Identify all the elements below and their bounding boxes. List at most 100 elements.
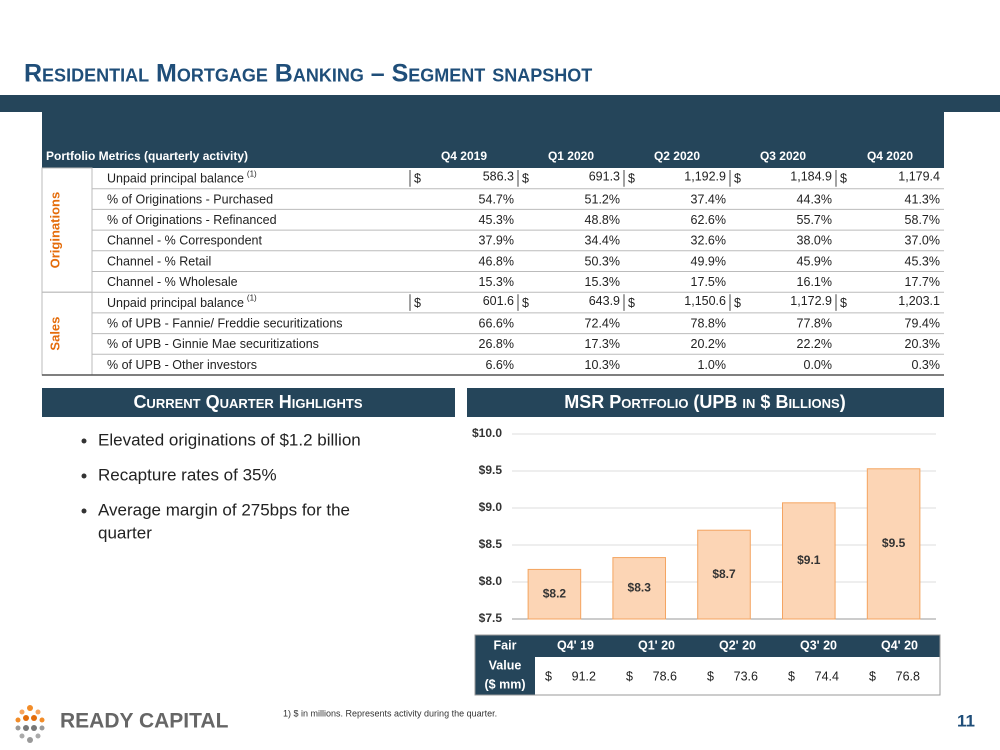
- fv-value: 91.2: [572, 669, 596, 683]
- cell-value: 26.8%: [479, 337, 514, 351]
- cell-value: 22.2%: [797, 337, 832, 351]
- cell-value: 643.9: [589, 294, 620, 308]
- row-note: (1): [247, 294, 257, 303]
- fv-value: 74.4: [815, 669, 839, 683]
- bar: [782, 502, 836, 620]
- cell-value: 0.3%: [912, 358, 941, 372]
- row-label: Channel - % Retail: [107, 254, 211, 268]
- chart-title: MSR Portfolio (UPB in $ Billions): [564, 392, 845, 412]
- chart-header: [467, 388, 944, 417]
- fv-value: 78.6: [653, 669, 677, 683]
- row-label: Unpaid principal balance: [107, 172, 244, 186]
- cell-value: 691.3: [589, 170, 620, 184]
- x-tick-label: Q4' 19: [557, 638, 594, 652]
- cell-value: 44.3%: [797, 192, 832, 206]
- cell-value: 45.9%: [797, 254, 832, 268]
- cell-value: 37.0%: [905, 234, 940, 248]
- row-label: Channel - % Correspondent: [107, 234, 262, 248]
- y-tick-label: $9.0: [479, 500, 503, 514]
- highlights-header: [42, 388, 455, 417]
- cell-value: 34.4%: [585, 234, 620, 248]
- cell-value: 62.6%: [691, 213, 726, 227]
- cell-value: 78.8%: [691, 317, 726, 331]
- cell-value: 1,150.6: [684, 294, 726, 308]
- table-header: Portfolio Metrics (quarterly activity): [46, 149, 248, 163]
- cell-value: 54.7%: [479, 192, 514, 206]
- bullet-dot: [81, 473, 87, 479]
- page-number: 11: [957, 711, 975, 730]
- cell-symbol: $: [522, 296, 529, 310]
- bar-label: $8.3: [628, 580, 652, 594]
- fv-symbol: $: [545, 669, 552, 683]
- cell-value: 1,203.1: [898, 294, 940, 308]
- fv-border: [474, 634, 941, 696]
- y-tick-label: $8.0: [479, 574, 503, 588]
- fv-symbol: $: [707, 669, 714, 683]
- cell-value: 32.6%: [691, 234, 726, 248]
- cell-value: 48.8%: [585, 213, 620, 227]
- cell-value: 1,184.9: [790, 170, 832, 184]
- cell-value: 16.1%: [797, 275, 832, 289]
- logo-text: READY CAPITAL: [60, 710, 229, 733]
- x-tick-label: Q4' 20: [881, 638, 918, 652]
- fv-label: Fair: [494, 638, 517, 652]
- cell-value: 15.3%: [585, 275, 620, 289]
- fv-symbol: $: [869, 669, 876, 683]
- row-note: (1): [247, 169, 257, 178]
- highlights-heading: Current Quarter Highlights: [133, 392, 362, 412]
- cell-value: 55.7%: [797, 213, 832, 227]
- cell-symbol: $: [734, 296, 741, 310]
- cell-value: 1.0%: [698, 358, 727, 372]
- y-tick-label: $7.5: [479, 611, 503, 625]
- bar: [527, 568, 582, 620]
- cell-value: 41.3%: [905, 192, 940, 206]
- cell-value: 1,172.9: [790, 294, 832, 308]
- row-label: % of UPB - Other investors: [107, 358, 257, 372]
- cell-value: 38.0%: [797, 234, 832, 248]
- cell-value: 586.3: [483, 170, 514, 184]
- cell-value: 6.6%: [486, 358, 515, 372]
- bar: [866, 468, 921, 620]
- title-band: [0, 95, 1000, 112]
- bullet-dot: [81, 508, 87, 514]
- cell-value: 17.3%: [585, 337, 620, 351]
- y-tick-label: $8.5: [479, 537, 503, 551]
- cell-value: 72.4%: [585, 317, 620, 331]
- y-tick-label: $10.0: [472, 426, 502, 440]
- bar-label: $8.2: [543, 586, 567, 600]
- bar: [612, 557, 666, 620]
- row-label: % of Originations - Refinanced: [107, 213, 277, 227]
- bullet-text: Recapture rates of 35%: [98, 465, 277, 484]
- cell-symbol: $: [840, 296, 847, 310]
- fv-label-cell: [475, 657, 535, 695]
- bullet-dot: [81, 438, 87, 444]
- logo-icon: [15, 705, 45, 743]
- cell-value: 15.3%: [479, 275, 514, 289]
- y-tick-label: $9.5: [479, 463, 503, 477]
- table-header: Q1 2020: [548, 149, 594, 163]
- fv-value: 76.8: [896, 669, 920, 683]
- cell-symbol: $: [414, 296, 421, 310]
- cell-value: 0.0%: [804, 358, 833, 372]
- cell-value: 20.3%: [905, 337, 940, 351]
- cell-value: 1,179.4: [898, 170, 940, 184]
- cell-symbol: $: [522, 172, 529, 186]
- fv-label: ($ mm): [485, 677, 526, 691]
- row-label: % of UPB - Ginnie Mae securitizations: [107, 337, 319, 351]
- x-tick-label: Q2' 20: [719, 638, 756, 652]
- x-tick-label: Q1' 20: [638, 638, 675, 652]
- bar-label: $8.7: [712, 567, 736, 581]
- cell-value: 45.3%: [905, 254, 940, 268]
- bar-label: $9.5: [882, 536, 906, 550]
- cell-value: 1,192.9: [684, 170, 726, 184]
- cell-value: 79.4%: [905, 317, 940, 331]
- cell-value: 601.6: [483, 294, 514, 308]
- table-header-band: [42, 112, 944, 168]
- cell-value: 51.2%: [585, 192, 620, 206]
- cell-value: 66.6%: [479, 317, 514, 331]
- row-label: % of UPB - Fannie/ Freddie securitizatio…: [107, 317, 343, 331]
- cell-value: 37.9%: [479, 234, 514, 248]
- table-header: Q4 2019: [441, 149, 487, 163]
- fv-value: 73.6: [734, 669, 758, 683]
- table-header: Q3 2020: [760, 149, 806, 163]
